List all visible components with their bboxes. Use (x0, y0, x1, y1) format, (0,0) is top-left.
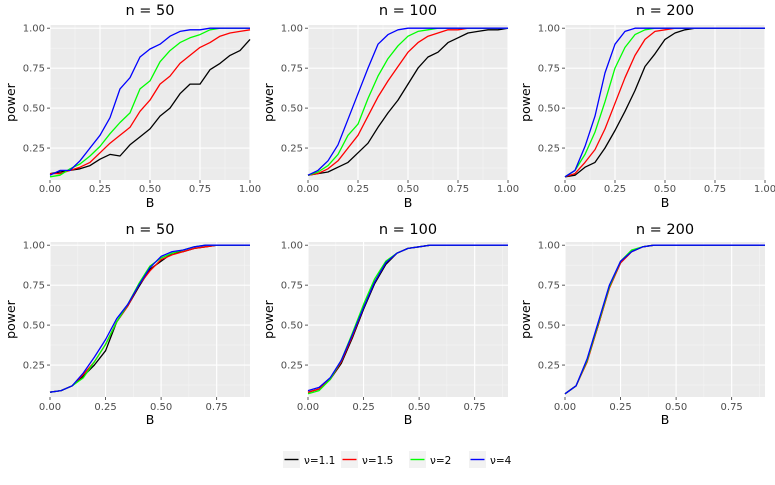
series-line-1 (307, 27, 509, 176)
x-axis-label: B (661, 195, 670, 210)
y-tick-label: 0.25 (23, 361, 45, 372)
panel-title: n = 50 (125, 3, 174, 19)
y-tick-label: 1.00 (23, 24, 45, 35)
x-tick-label: 0.00 (554, 184, 576, 195)
panel-title: n = 100 (379, 222, 437, 238)
y-axis-label: power (518, 82, 533, 121)
panel-6: 0.00 0.25 0.50 0.75 0.25 0.50 0.75 1.00 n = 200 B… (518, 222, 765, 427)
x-tick-label: 1.00 (754, 184, 775, 195)
x-tick-label: 0.75 (447, 184, 469, 195)
y-tick-label: 1.00 (281, 241, 303, 252)
x-tick-label: 0.25 (604, 184, 626, 195)
x-tick-label: 0.50 (408, 402, 430, 413)
x-axis-label: B (146, 412, 155, 427)
y-tick-label: 1.00 (538, 241, 560, 252)
y-axis-label: power (518, 299, 533, 338)
legend-label: ν=4 (490, 455, 512, 467)
series-line-1 (49, 38, 251, 175)
y-tick-label: 0.50 (538, 321, 560, 332)
y-tick-label: 1.00 (281, 24, 303, 35)
legend-label: ν=1.1 (304, 455, 335, 467)
x-axis-label: B (146, 195, 155, 210)
legend-item-2: ν=1.5 (341, 451, 393, 468)
x-tick-label: 0.75 (206, 402, 228, 413)
x-tick-label: 0.00 (554, 402, 576, 413)
y-tick-label: 0.25 (538, 144, 560, 155)
x-tick-label: 0.50 (397, 184, 419, 195)
y-tick-label: 0.50 (23, 104, 45, 115)
panel-3: 0.00 0.25 0.50 0.75 1.00 0.25 0.50 0.75 1.00 n = … (518, 3, 775, 210)
legend: ν=1.1 ν=1.5 ν=2 ν=4 (283, 451, 512, 468)
x-tick-label: 1.00 (497, 184, 519, 195)
x-tick-label: 0.50 (654, 184, 676, 195)
panel-1: 0.00 0.25 0.50 0.75 1.00 0.25 0.50 0.75 1.00 n = … (3, 3, 261, 210)
x-tick-label: 1.00 (239, 184, 261, 195)
panel-title: n = 200 (636, 222, 694, 238)
y-tick-label: 1.00 (23, 241, 45, 252)
panel-2: 0.00 0.25 0.50 0.75 1.00 0.25 0.50 0.75 1.00 n = … (261, 3, 519, 210)
x-tick-label: 0.25 (94, 402, 116, 413)
y-tick-label: 0.75 (281, 281, 303, 292)
panel-5: 0.00 0.25 0.50 0.75 0.25 0.50 0.75 1.00 n = 100 B… (261, 222, 508, 427)
legend-item-3: ν=2 (409, 451, 451, 468)
x-tick-label: 0.75 (464, 402, 486, 413)
x-tick-label: 0.00 (39, 184, 61, 195)
series-line-4 (564, 27, 765, 178)
x-tick-label: 0.50 (150, 402, 172, 413)
x-axis-label: B (661, 412, 670, 427)
x-tick-label: 0.00 (39, 402, 61, 413)
y-tick-label: 0.25 (281, 144, 303, 155)
y-tick-label: 0.25 (538, 361, 560, 372)
x-tick-label: 0.75 (704, 184, 726, 195)
legend-label: ν=2 (430, 455, 451, 467)
y-tick-label: 0.75 (23, 64, 45, 75)
y-axis-label: power (3, 299, 18, 338)
x-tick-label: 0.25 (89, 184, 111, 195)
panel-title: n = 200 (636, 3, 694, 19)
x-tick-label: 0.50 (665, 402, 687, 413)
y-tick-label: 0.75 (538, 281, 560, 292)
x-tick-label: 0.00 (297, 184, 319, 195)
series-line-4 (307, 244, 508, 392)
series-line-4 (49, 27, 250, 176)
x-axis-label: B (404, 412, 413, 427)
y-tick-label: 0.50 (538, 104, 560, 115)
y-tick-label: 0.75 (281, 64, 303, 75)
y-axis-label: power (3, 82, 18, 121)
x-tick-label: 0.75 (721, 402, 743, 413)
panel-4: 0.00 0.25 0.50 0.75 0.25 0.50 0.75 1.00 n = 50 Bp… (3, 222, 250, 427)
y-tick-label: 0.25 (281, 361, 303, 372)
y-tick-label: 0.50 (281, 104, 303, 115)
panel-title: n = 50 (125, 222, 174, 238)
legend-item-4: ν=4 (469, 451, 512, 468)
legend-label: ν=1.5 (362, 455, 393, 467)
series-line-4 (49, 244, 250, 393)
y-tick-label: 0.25 (23, 144, 45, 155)
y-tick-label: 1.00 (538, 24, 560, 35)
x-tick-label: 0.25 (609, 402, 631, 413)
y-tick-label: 0.75 (538, 64, 560, 75)
series-line-2 (50, 29, 251, 175)
y-tick-label: 0.50 (281, 321, 303, 332)
x-axis-label: B (404, 195, 413, 210)
y-tick-label: 0.50 (23, 321, 45, 332)
series-line-4 (307, 27, 508, 176)
x-tick-label: 0.50 (139, 184, 161, 195)
legend-item-1: ν=1.1 (283, 451, 335, 468)
series-line-4 (564, 244, 765, 395)
y-axis-label: power (261, 82, 276, 121)
x-tick-label: 0.75 (189, 184, 211, 195)
x-tick-label: 0.00 (297, 402, 319, 413)
y-axis-label: power (261, 299, 276, 338)
x-tick-label: 0.25 (352, 402, 374, 413)
x-tick-label: 0.25 (347, 184, 369, 195)
y-tick-label: 0.75 (23, 281, 45, 292)
panel-title: n = 100 (379, 3, 437, 19)
